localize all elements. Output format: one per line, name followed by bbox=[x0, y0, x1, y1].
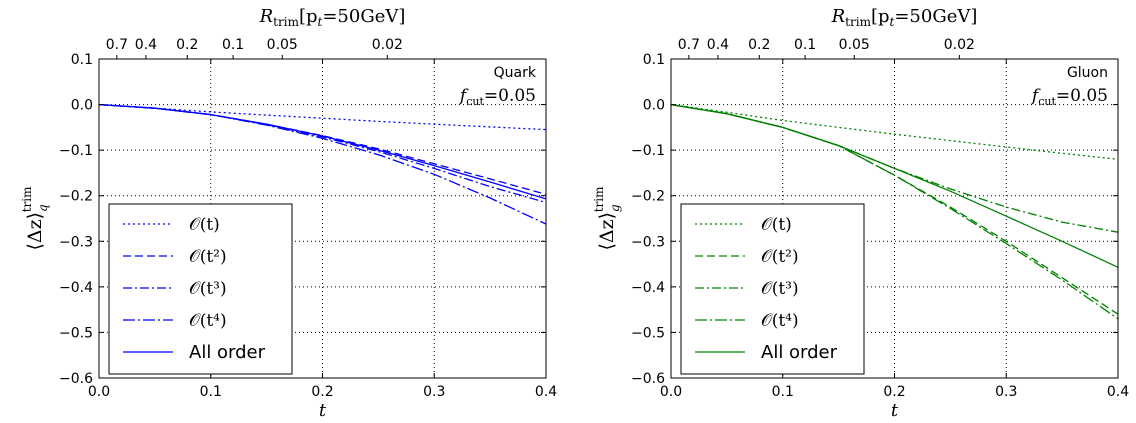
top-tick-label: 0.05 bbox=[839, 37, 870, 53]
y-axis-label-main: ⟨Δz⟩ bbox=[596, 212, 618, 251]
series-line-o-t-2- bbox=[98, 103, 547, 195]
top-axis-title-label-rest: [p bbox=[299, 6, 318, 27]
top-tick-label: 0.05 bbox=[267, 37, 298, 53]
top-axis-title-label-sub2: t bbox=[890, 15, 895, 29]
top-tick-label: 0.2 bbox=[748, 37, 770, 53]
top-tick-label: 0.1 bbox=[794, 37, 816, 53]
series-line-o-t- bbox=[670, 103, 1119, 160]
top-axis-title-label-main: R bbox=[259, 6, 274, 27]
legend-label: 𝒪(t²) bbox=[189, 247, 227, 267]
top-tick-label: 0.1 bbox=[222, 37, 244, 53]
legend-label: All order bbox=[761, 342, 838, 363]
top-axis-title-label-sub2: t bbox=[318, 15, 323, 29]
series-line-all-order bbox=[98, 103, 547, 200]
top-tick-label: 0.7 bbox=[678, 37, 700, 53]
y-tick-label: −0.1 bbox=[59, 143, 93, 159]
y-tick-label: 0.1 bbox=[643, 52, 665, 68]
top-axis-title-label-end: =50GeV] bbox=[894, 6, 977, 27]
y-tick-label: −0.3 bbox=[631, 234, 665, 250]
x-tick-label: 0.2 bbox=[883, 384, 905, 400]
annotation-label: Gluon bbox=[1067, 65, 1108, 81]
series-line-all-order bbox=[670, 103, 1119, 268]
y-tick-label: −0.5 bbox=[631, 325, 665, 341]
top-axis-title-label-rest: [p bbox=[871, 6, 890, 27]
annotation-fcut: fcut=0.05 bbox=[1030, 86, 1108, 108]
annotation-fcut-f: f bbox=[458, 86, 469, 106]
annotation-fcut-f: f bbox=[1030, 86, 1041, 106]
top-tick-label: 0.4 bbox=[135, 37, 157, 53]
top-axis-title-label-sub: trim bbox=[273, 15, 299, 29]
annotation-fcut-sub: cut bbox=[466, 95, 484, 108]
legend-label: 𝒪(t²) bbox=[761, 247, 799, 267]
y-tick-label: −0.1 bbox=[631, 143, 665, 159]
panel-quark: 0.0 0.1 0.2 0.3 0.4 −0.6 −0.5 −0.4 −0.3 −0.2 −0.1 0… bbox=[20, 6, 557, 421]
y-axis-label-sub: g bbox=[608, 204, 622, 212]
legend-label: 𝒪(t) bbox=[761, 215, 792, 235]
y-tick-label: −0.6 bbox=[59, 371, 93, 387]
top-tick-label: 0.7 bbox=[106, 37, 128, 53]
top-tick-label: 0.4 bbox=[707, 37, 729, 53]
top-axis-title-label-sub: trim bbox=[845, 15, 871, 29]
y-tick-label: −0.5 bbox=[59, 325, 93, 341]
x-tick-label: 0.2 bbox=[311, 384, 333, 400]
y-tick-label: 0.0 bbox=[71, 98, 93, 114]
legend-label: 𝒪(t⁴) bbox=[189, 311, 227, 331]
x-tick-label: 0.4 bbox=[535, 384, 557, 400]
x-axis-label: t bbox=[891, 400, 899, 421]
y-tick-label: 0.1 bbox=[71, 52, 93, 68]
x-tick-label: 0.0 bbox=[660, 384, 682, 400]
legend-label: All order bbox=[189, 342, 266, 363]
legend-label: 𝒪(t³) bbox=[761, 279, 799, 299]
legend-label: 𝒪(t⁴) bbox=[761, 311, 799, 331]
y-tick-label: 0.0 bbox=[643, 98, 665, 114]
top-axis-title-label-end: =50GeV] bbox=[322, 6, 405, 27]
y-tick-label: −0.6 bbox=[631, 371, 665, 387]
y-axis-label-sup: trim bbox=[592, 186, 606, 212]
annotation-label: Quark bbox=[494, 65, 537, 81]
top-tick-label: 0.02 bbox=[372, 37, 403, 53]
x-tick-label: 0.3 bbox=[423, 384, 445, 400]
y-tick-label: −0.2 bbox=[59, 189, 93, 205]
series-line-o-t-4- bbox=[98, 103, 547, 225]
x-axis-label: t bbox=[319, 400, 327, 421]
legend: 𝒪(t) 𝒪(t²) 𝒪(t³) 𝒪(t⁴) All order bbox=[680, 203, 865, 375]
x-tick-label: 0.1 bbox=[772, 384, 794, 400]
y-axis-label: ⟨Δz⟩qtrim bbox=[20, 186, 50, 251]
x-tick-label: 0.3 bbox=[995, 384, 1017, 400]
y-tick-label: −0.4 bbox=[59, 280, 93, 296]
series-line-o-t- bbox=[98, 103, 547, 131]
annotation-fcut-sub: cut bbox=[1038, 95, 1056, 108]
top-axis-title-label-main: R bbox=[831, 6, 846, 27]
annotation-fcut: fcut=0.05 bbox=[458, 86, 536, 108]
legend: 𝒪(t) 𝒪(t²) 𝒪(t³) 𝒪(t⁴) All order bbox=[108, 203, 293, 375]
y-axis-label-main: ⟨Δz⟩ bbox=[24, 212, 46, 251]
top-tick-label: 0.2 bbox=[176, 37, 198, 53]
y-axis-label: ⟨Δz⟩gtrim bbox=[592, 186, 622, 251]
x-tick-label: 0.0 bbox=[88, 384, 110, 400]
legend-label: 𝒪(t) bbox=[189, 215, 220, 235]
y-axis-label-sup: trim bbox=[20, 186, 34, 212]
annotation-fcut-value: =0.05 bbox=[484, 86, 536, 106]
top-axis-title: Rtrim[pt=50GeV] bbox=[831, 6, 978, 29]
top-axis-title: Rtrim[pt=50GeV] bbox=[259, 6, 406, 29]
y-axis-label-sub: q bbox=[36, 204, 50, 212]
annotation-fcut-value: =0.05 bbox=[1056, 86, 1108, 106]
top-tick-label: 0.02 bbox=[944, 37, 975, 53]
y-tick-label: −0.4 bbox=[631, 280, 665, 296]
x-tick-label: 0.1 bbox=[200, 384, 222, 400]
legend-box bbox=[680, 203, 865, 375]
y-tick-label: −0.3 bbox=[59, 234, 93, 250]
legend-label: 𝒪(t³) bbox=[189, 279, 227, 299]
x-tick-label: 0.4 bbox=[1107, 384, 1129, 400]
y-tick-label: −0.2 bbox=[631, 189, 665, 205]
legend-box bbox=[108, 203, 293, 375]
panel-gluon: 0.0 0.1 0.2 0.3 0.4 −0.6 −0.5 −0.4 −0.3 −0.2 −0.1 0… bbox=[592, 6, 1129, 421]
